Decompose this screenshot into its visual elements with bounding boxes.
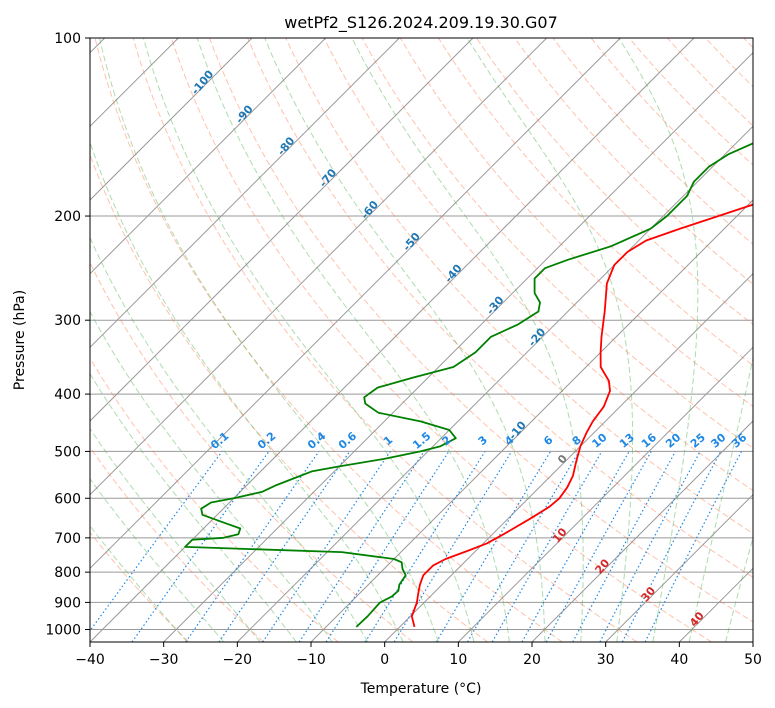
y-tick-label: 700 xyxy=(54,531,81,547)
moist-adiabat-line xyxy=(264,38,546,642)
x-tick-label: −30 xyxy=(149,652,179,668)
y-axis-ticks: 1000 900 800 700 600 500 400 300 200 100 xyxy=(45,31,90,638)
isotherm-line xyxy=(236,125,753,642)
moist-adiabat-lines xyxy=(90,38,753,642)
dry-adiabat-line xyxy=(399,38,753,408)
x-tick-label: −20 xyxy=(223,652,253,668)
isotherm-line xyxy=(457,346,753,642)
isotherm-line xyxy=(90,38,548,496)
mixing-ratio-line xyxy=(90,451,223,632)
y-tick-label: 800 xyxy=(54,565,81,581)
isotherm-line xyxy=(605,493,753,642)
moist-adiabat-line xyxy=(99,38,439,642)
isotherm-line xyxy=(90,38,474,422)
moist-adiabat-line xyxy=(90,140,404,642)
isotherm-line xyxy=(531,420,753,642)
x-tick-label: 40 xyxy=(670,652,688,668)
isotherm-line xyxy=(163,51,753,642)
isotherm-line xyxy=(310,199,753,642)
x-tick-label: −10 xyxy=(296,652,326,668)
isotherm-line xyxy=(90,38,400,349)
moist-adiabat-line xyxy=(618,38,699,642)
y-tick-label: 900 xyxy=(54,595,81,611)
moist-adiabat-line xyxy=(688,356,753,642)
chart-title: wetPf2_S126.2024.209.19.30.G07 xyxy=(284,13,558,33)
moist-adiabat-line xyxy=(90,427,261,642)
y-tick-label: 1000 xyxy=(45,622,81,638)
mixing-ratio-line xyxy=(364,451,486,642)
moist-adiabat-line xyxy=(90,525,188,642)
dry-adiabat-line xyxy=(437,38,753,366)
dry-adiabat-line xyxy=(323,38,753,492)
y-tick-label: 200 xyxy=(54,209,81,225)
dry-adiabat-line xyxy=(132,38,638,642)
plot-frame xyxy=(89,37,754,643)
mixing-ratio-line xyxy=(491,451,603,642)
mixing-ratio-line xyxy=(466,451,580,642)
moist-adiabat-line xyxy=(90,372,297,642)
profile-series xyxy=(184,142,753,628)
mixing-ratio-line xyxy=(325,451,450,642)
x-tick-label: 50 xyxy=(744,652,762,668)
dry-adiabat-lines xyxy=(90,38,753,642)
dry-adiabat-line xyxy=(90,357,339,642)
isotherm-line xyxy=(90,38,253,201)
isotherm-line xyxy=(384,272,753,642)
dry-adiabat-line xyxy=(361,38,753,449)
y-tick-label: 300 xyxy=(54,313,81,329)
x-tick-label: −40 xyxy=(75,652,105,668)
dry-adiabat-line xyxy=(247,38,753,578)
y-tick-label: 100 xyxy=(54,31,81,47)
moist-adiabat-line xyxy=(90,477,225,642)
mixing-ratio-line xyxy=(521,451,630,642)
dry-adiabat-line xyxy=(552,38,753,245)
dry-adiabat-line xyxy=(94,38,563,642)
plot-area xyxy=(90,38,753,642)
mixing-ratio-line xyxy=(435,451,552,642)
dewpoint-profile-line xyxy=(184,142,753,628)
dry-adiabat-line xyxy=(209,38,753,623)
dry-adiabat-line xyxy=(90,261,414,642)
y-tick-label: 600 xyxy=(54,491,81,507)
temperature-profile-line xyxy=(410,203,753,628)
y-axis-label: Pressure (hPa) xyxy=(12,290,28,390)
dry-adiabat-line xyxy=(90,153,488,642)
x-tick-label: 0 xyxy=(380,652,389,668)
isotherm-line xyxy=(90,38,327,275)
moist-adiabat-line xyxy=(142,38,475,642)
isotherm-line xyxy=(90,38,621,570)
mixing-ratio-line xyxy=(545,451,652,642)
mixing-ratio-line xyxy=(572,451,677,642)
x-axis-label: Temperature (°C) xyxy=(360,681,482,697)
x-tick-label: 20 xyxy=(523,652,541,668)
dry-adiabat-line xyxy=(590,38,753,206)
x-tick-label: 30 xyxy=(597,652,615,668)
x-axis-ticks: −40 −30 −20 −10 0 10 20 30 40 50 xyxy=(75,642,762,668)
moist-adiabat-line xyxy=(351,38,584,642)
x-tick-label: 10 xyxy=(449,652,467,668)
y-tick-label: 500 xyxy=(54,444,81,460)
dry-adiabat-line xyxy=(285,38,753,535)
moist-adiabat-line xyxy=(90,236,369,642)
y-tick-label: 400 xyxy=(54,387,81,403)
moist-adiabat-line xyxy=(196,38,510,642)
mixing-ratio-line xyxy=(218,451,351,642)
dry-adiabat-line xyxy=(90,531,190,642)
dry-adiabat-line xyxy=(514,38,753,285)
